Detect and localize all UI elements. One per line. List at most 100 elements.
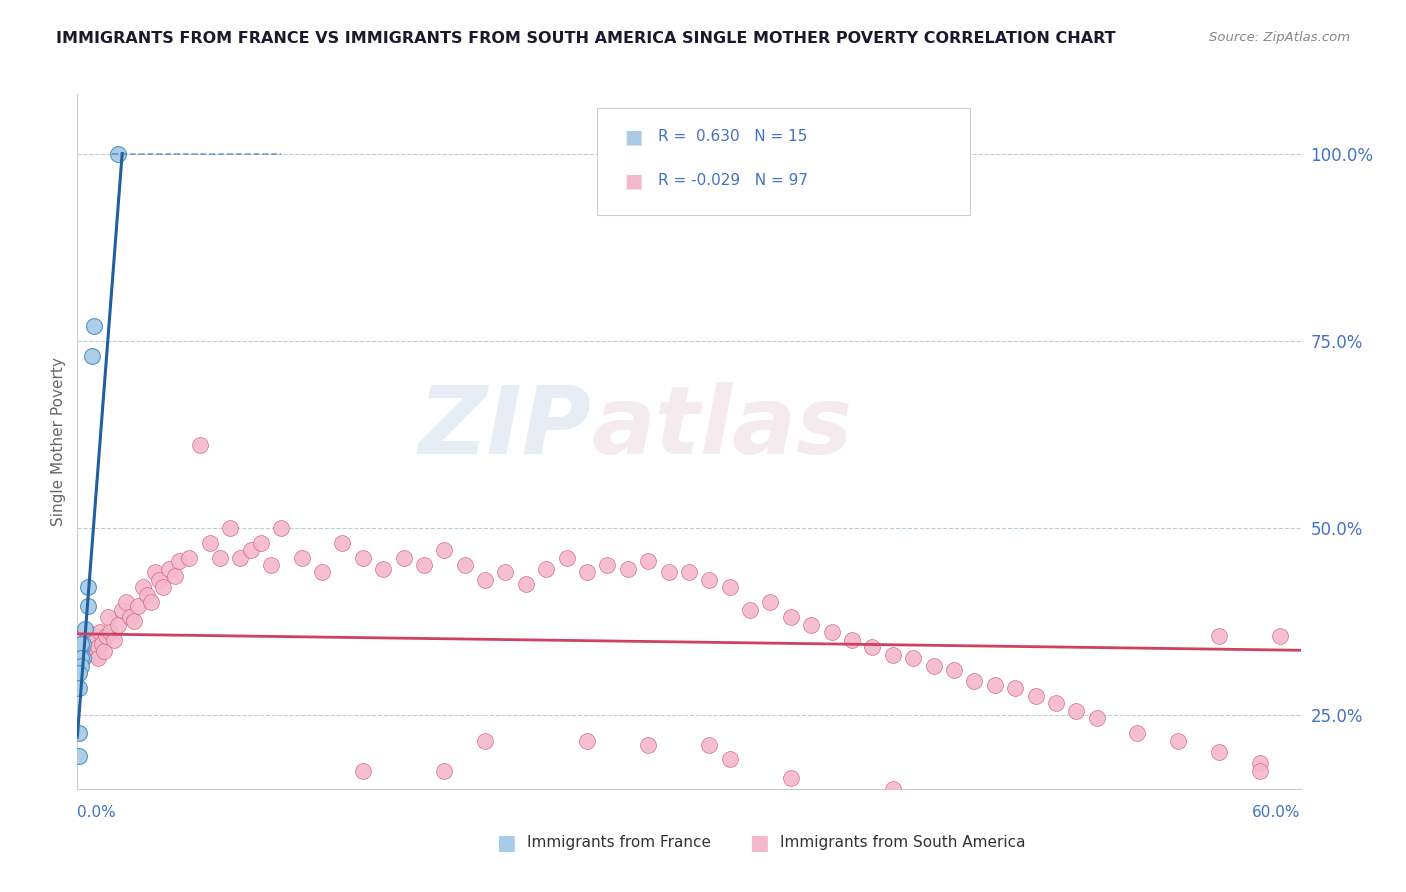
- Point: [135, 588, 157, 602]
- Point: [72, 629, 94, 643]
- Point: [83, 632, 105, 647]
- Point: [352, 764, 374, 778]
- Point: [120, 610, 142, 624]
- Point: [1249, 756, 1271, 771]
- Point: [740, 603, 762, 617]
- Text: Source: ZipAtlas.com: Source: ZipAtlas.com: [1209, 31, 1350, 45]
- Text: ■: ■: [624, 128, 643, 146]
- Text: IMMIGRANTS FROM FRANCE VS IMMIGRANTS FROM SOUTH AMERICA SINGLE MOTHER POVERTY CO: IMMIGRANTS FROM FRANCE VS IMMIGRANTS FRO…: [56, 31, 1116, 46]
- Point: [474, 573, 496, 587]
- Point: [678, 566, 700, 580]
- Point: [882, 648, 904, 662]
- Point: [352, 550, 374, 565]
- Point: [260, 558, 283, 572]
- Point: [219, 520, 242, 534]
- Point: [124, 614, 146, 628]
- Point: [433, 543, 456, 558]
- Point: [75, 640, 97, 655]
- Point: [1126, 726, 1149, 740]
- Point: [76, 599, 98, 614]
- Point: [80, 349, 103, 363]
- Text: R =  0.630   N = 15: R = 0.630 N = 15: [658, 129, 807, 145]
- Point: [759, 595, 782, 609]
- Point: [943, 663, 966, 677]
- Point: [169, 554, 191, 568]
- Point: [862, 640, 884, 655]
- Text: 60.0%: 60.0%: [1253, 805, 1301, 820]
- Point: [984, 678, 1007, 692]
- Point: [115, 595, 138, 609]
- Point: [841, 632, 863, 647]
- Point: [1249, 764, 1271, 778]
- Point: [1270, 629, 1292, 643]
- Point: [72, 636, 94, 650]
- Point: [229, 550, 252, 565]
- Point: [433, 764, 456, 778]
- Point: [152, 581, 174, 595]
- Point: [148, 573, 170, 587]
- Point: [270, 520, 292, 534]
- Point: [67, 666, 90, 681]
- Point: [70, 659, 93, 673]
- Point: [87, 640, 110, 655]
- Point: [536, 562, 558, 576]
- Text: ZIP: ZIP: [418, 382, 591, 474]
- Point: [1045, 697, 1067, 711]
- Point: [165, 569, 187, 583]
- Point: [1208, 745, 1230, 759]
- Point: [76, 625, 98, 640]
- Point: [454, 558, 477, 572]
- Text: ■: ■: [496, 833, 516, 853]
- Point: [882, 782, 904, 797]
- Point: [474, 733, 496, 747]
- Point: [332, 535, 354, 549]
- Point: [239, 543, 262, 558]
- Point: [89, 625, 111, 640]
- Point: [699, 573, 721, 587]
- Point: [70, 636, 93, 650]
- Point: [94, 629, 117, 643]
- Point: [76, 581, 98, 595]
- Point: [1025, 689, 1047, 703]
- Text: ■: ■: [624, 171, 643, 190]
- Point: [103, 632, 125, 647]
- Point: [515, 576, 537, 591]
- Point: [83, 318, 105, 333]
- Point: [111, 603, 134, 617]
- Point: [392, 550, 415, 565]
- Point: [67, 748, 90, 763]
- Point: [963, 673, 986, 688]
- Text: atlas: atlas: [591, 382, 852, 474]
- Point: [79, 644, 101, 658]
- Point: [1167, 733, 1189, 747]
- Point: [75, 622, 97, 636]
- Point: [209, 550, 232, 565]
- Text: R = -0.029   N = 97: R = -0.029 N = 97: [658, 173, 808, 188]
- Point: [821, 625, 844, 640]
- Point: [637, 554, 659, 568]
- Point: [1085, 711, 1108, 725]
- Point: [90, 636, 112, 650]
- Point: [128, 599, 150, 614]
- Point: [311, 566, 333, 580]
- Text: ■: ■: [749, 833, 769, 853]
- Point: [87, 651, 110, 665]
- Point: [780, 771, 803, 785]
- Point: [107, 617, 129, 632]
- Point: [198, 535, 221, 549]
- Point: [800, 617, 823, 632]
- Point: [1066, 704, 1088, 718]
- Point: [413, 558, 436, 572]
- Point: [93, 644, 115, 658]
- Point: [555, 550, 578, 565]
- Point: [780, 610, 803, 624]
- Point: [637, 738, 659, 752]
- Point: [97, 610, 120, 624]
- Point: [371, 562, 394, 576]
- Point: [576, 566, 599, 580]
- Point: [131, 581, 153, 595]
- Point: [143, 566, 166, 580]
- Point: [718, 752, 741, 766]
- Text: Immigrants from South America: Immigrants from South America: [780, 836, 1026, 850]
- Y-axis label: Single Mother Poverty: Single Mother Poverty: [51, 357, 66, 526]
